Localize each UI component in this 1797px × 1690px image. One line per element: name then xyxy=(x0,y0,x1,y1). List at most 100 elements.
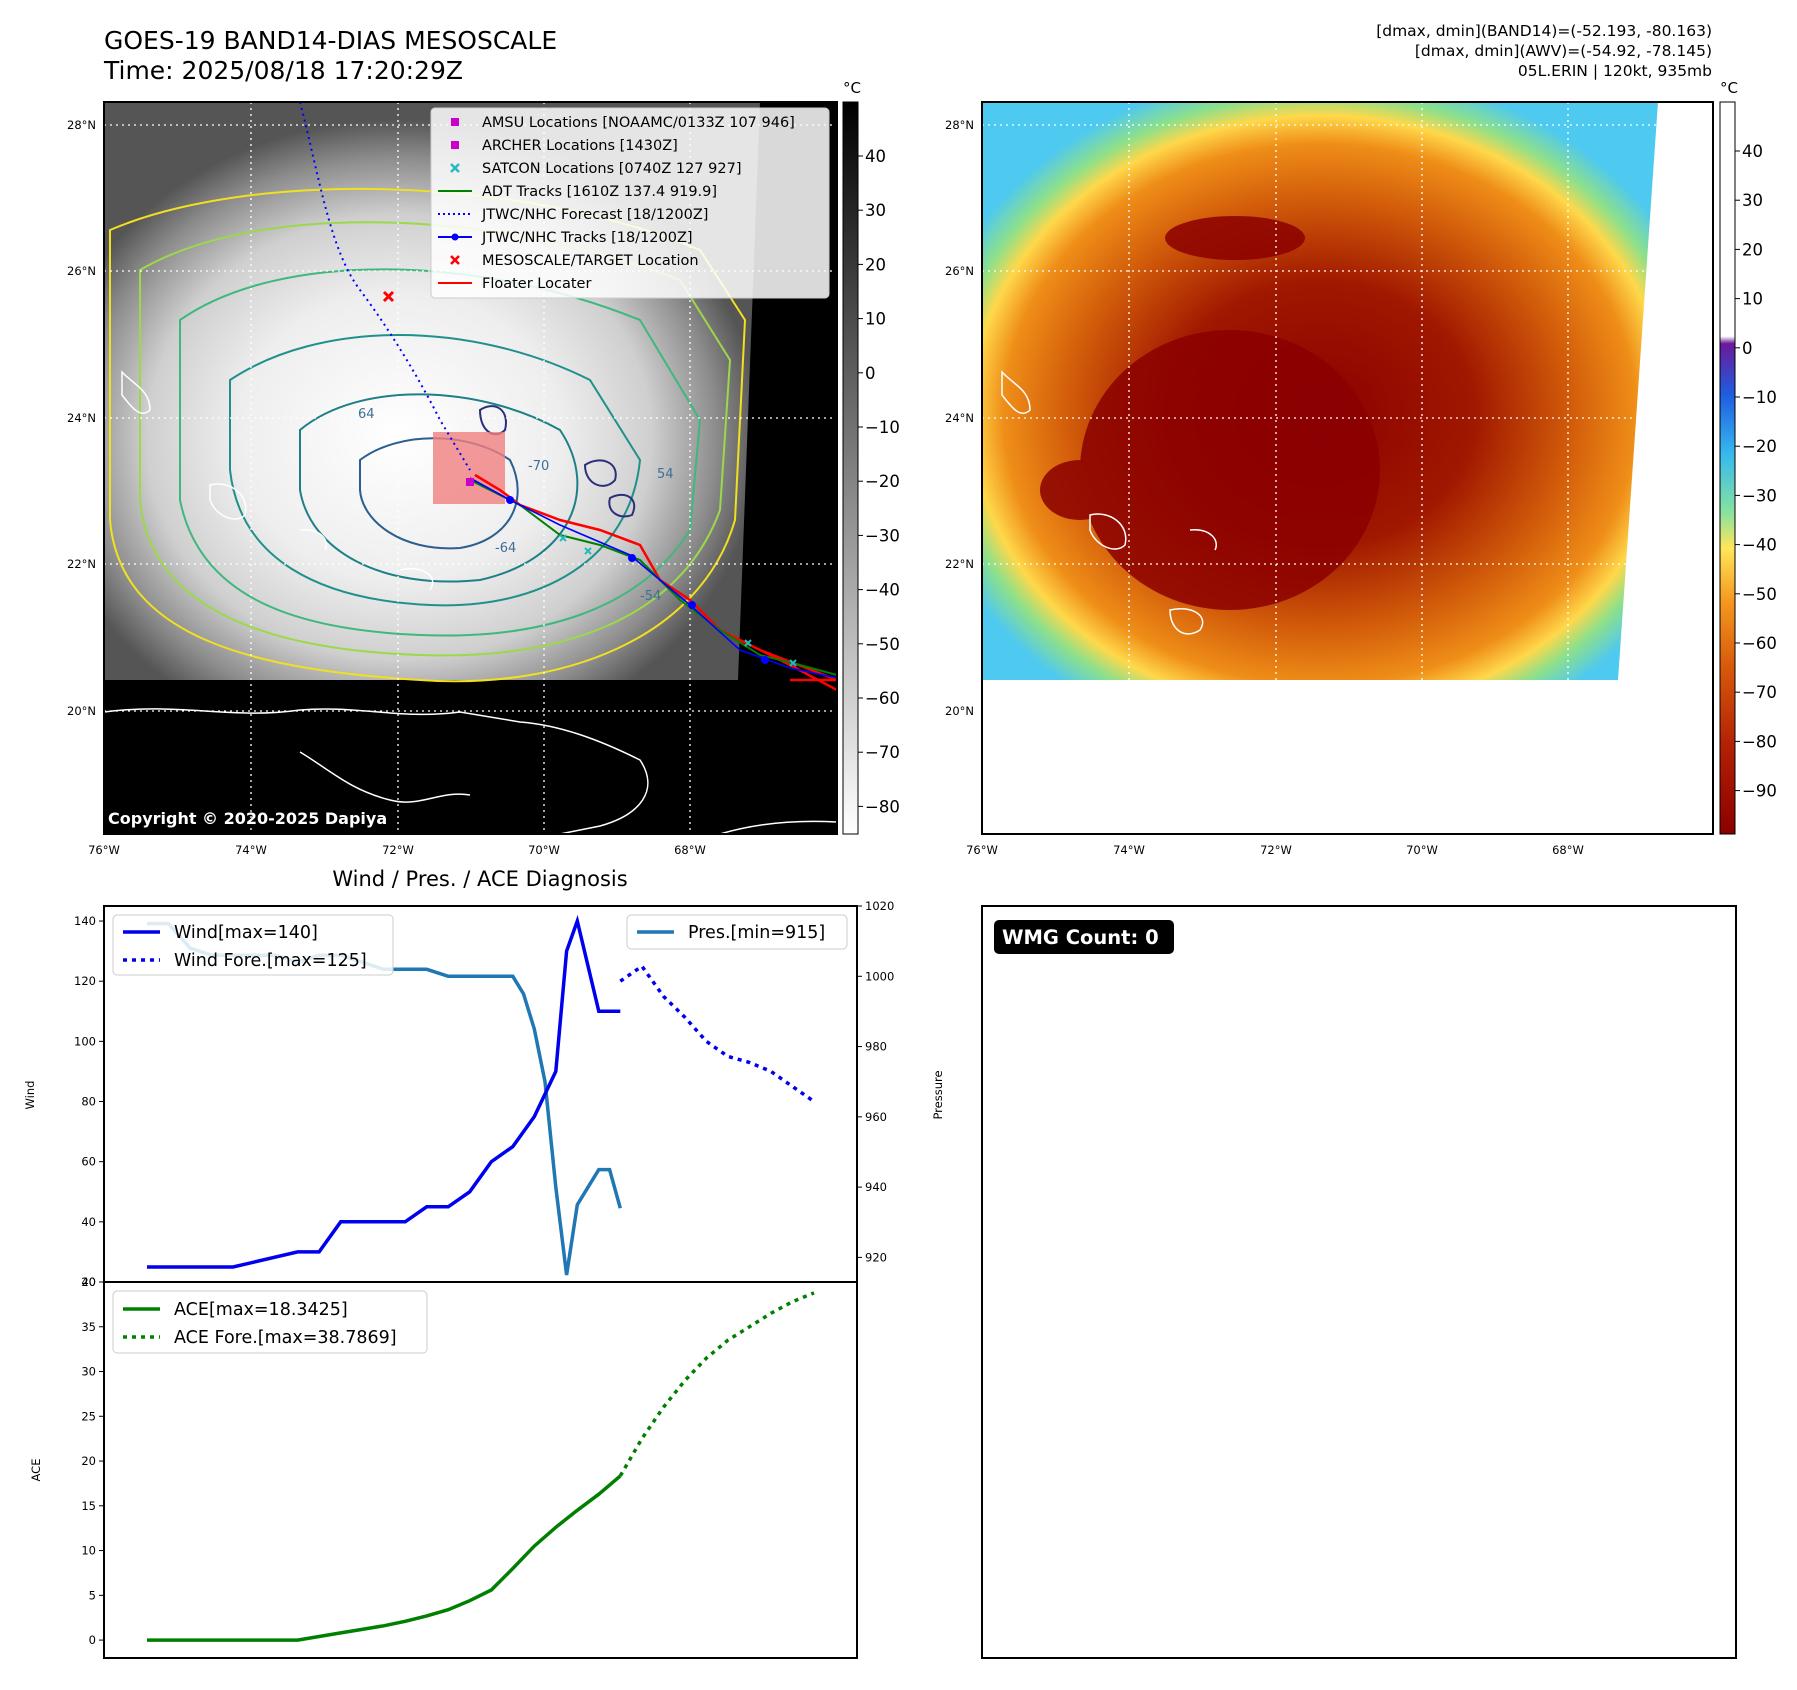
figure-title-line1: GOES-19 BAND14-DIAS MESOSCALE xyxy=(104,26,558,55)
lon-label: 76°W xyxy=(966,843,998,857)
lon-label: 76°W xyxy=(88,843,120,857)
pressure-tick-label: 1020 xyxy=(865,899,894,913)
wind-legend: Wind[max=140] Wind Fore.[max=125] xyxy=(112,914,394,976)
wind-tick-label: 60 xyxy=(81,1155,96,1169)
legend-label: AMSU Locations [NOAAMC/0133Z 107 946] xyxy=(482,115,795,131)
pressure-tick-label: 960 xyxy=(865,1110,887,1124)
wind-tick-label: 80 xyxy=(81,1095,96,1109)
legend-label: JTWC/NHC Tracks [18/1200Z] xyxy=(481,230,693,246)
ace-tick-label: 5 xyxy=(89,1588,96,1602)
pressure-tick-label: 1000 xyxy=(865,969,894,983)
colorbar2-tick-label: 10 xyxy=(1742,290,1763,309)
lat-label: 28°N xyxy=(945,118,974,132)
colorbar2-unit: °C xyxy=(1720,79,1738,97)
forecast-track xyxy=(299,102,471,471)
lon-label: 74°W xyxy=(1113,843,1145,857)
ace-tick-label: 20 xyxy=(81,1454,96,1468)
diagnosis-title: Wind / Pres. / ACE Diagnosis xyxy=(332,867,627,891)
colorbar1-tick-label: −40 xyxy=(865,581,900,600)
legend-wind: Wind[max=140] xyxy=(174,923,318,943)
legend-label: JTWC/NHC Forecast [18/1200Z] xyxy=(481,207,708,223)
lat-label: 20°N xyxy=(945,704,974,718)
legend-label: ARCHER Locations [1430Z] xyxy=(482,138,678,154)
colorbar1-tick-label: 40 xyxy=(865,147,886,166)
colorbar2-tick-label: 40 xyxy=(1742,142,1763,161)
wmg-mask-panel: WMG Count: 0 xyxy=(981,905,1737,1659)
satcon-markers xyxy=(559,534,797,667)
colorbar1: °C 40 30 20 10 0 −10 −20 −30 −40 −50 −60 −70 −80 xyxy=(842,79,900,835)
colorbar2-tick-label: −60 xyxy=(1742,634,1777,653)
pressure-tick-label: 980 xyxy=(865,1040,887,1054)
lon-label: 68°W xyxy=(1552,843,1584,857)
ace-series-line xyxy=(147,1474,622,1642)
colorbar1-tick-label: −30 xyxy=(865,526,900,545)
coastlines xyxy=(104,370,837,834)
wind-tick-label: 40 xyxy=(81,1215,96,1229)
contour-label: -70 xyxy=(528,459,549,474)
lat-label: 26°N xyxy=(945,264,974,278)
legend-ace-fore: ACE Fore.[max=38.7869] xyxy=(174,1328,397,1348)
lon-label: 70°W xyxy=(528,843,560,857)
jtwc-track-points xyxy=(506,496,769,664)
lat-label: 28°N xyxy=(67,118,96,132)
ace-tick-label: 10 xyxy=(81,1544,96,1558)
colorbar1-tick-label: −60 xyxy=(865,689,900,708)
map1-lon-labels: 76°W 74°W 72°W 70°W 68°W xyxy=(88,843,706,857)
pressure-tick-label: 920 xyxy=(865,1250,887,1264)
legend-marker xyxy=(438,233,472,241)
colorbar2-tick-label: −40 xyxy=(1742,536,1777,555)
colorbar1-tick-label: −80 xyxy=(865,797,900,816)
wind-tick-label: 20 xyxy=(81,1275,96,1289)
wind-tick-label: 140 xyxy=(74,914,96,928)
wv-map-panel xyxy=(982,102,1713,834)
colorbar1-tick-label: 30 xyxy=(865,201,886,220)
copyright-text: Copyright © 2020-2025 Dapiya xyxy=(108,809,387,828)
colorbar1-tick-label: 20 xyxy=(865,255,886,274)
legend-label: MESOSCALE/TARGET Location xyxy=(482,253,699,269)
lat-label: 26°N xyxy=(67,264,96,278)
wv-coastlines xyxy=(1001,370,1217,635)
lon-label: 74°W xyxy=(235,843,267,857)
map2-lon-labels: 76°W 74°W 72°W 70°W 68°W xyxy=(966,843,1584,857)
colorbar2: °C 40 30 20 10 0 −10 −20 −30 −40 −50 −60 −70 −80 −90 xyxy=(1719,79,1777,835)
ace-tick-label: 35 xyxy=(81,1320,96,1334)
colorbar1-unit: °C xyxy=(843,79,861,97)
lon-label: 72°W xyxy=(382,843,414,857)
wind-forecast-series-line xyxy=(619,963,816,1103)
ace-chart: 0 5 10 15 20 25 30 35 40 ACE ACE[max=18.3425] AC… xyxy=(29,1275,858,1659)
lat-label: 22°N xyxy=(945,557,974,571)
colorbar2-tick-label: −30 xyxy=(1742,486,1777,505)
colorbar1-tick-label: −20 xyxy=(865,472,900,491)
legend-marker xyxy=(450,163,460,173)
jtwc-track xyxy=(469,477,837,679)
contour-label: 54 xyxy=(657,467,674,482)
ace-tick-label: 0 xyxy=(89,1633,96,1647)
colorbar2-tick-label: −90 xyxy=(1742,782,1777,801)
colorbar2-tick-label: 30 xyxy=(1742,191,1763,210)
ace-axis-label: ACE xyxy=(29,1459,43,1482)
map1-lat-labels: 28°N 26°N 24°N 22°N 20°N xyxy=(67,118,96,718)
lon-label: 72°W xyxy=(1260,843,1292,857)
ace-tick-label: 30 xyxy=(81,1365,96,1379)
archer-marker xyxy=(466,478,474,486)
colorbar2-tick-label: −10 xyxy=(1742,388,1777,407)
lat-label: 22°N xyxy=(67,557,96,571)
pressure-legend: Pres.[min=915] xyxy=(626,914,848,950)
lon-label: 68°W xyxy=(674,843,706,857)
stats-line2: [dmax, dmin](AWV)=(-54.92, -78.145) xyxy=(1414,42,1712,60)
ace-legend: ACE[max=18.3425] ACE Fore.[max=38.7869] xyxy=(112,1290,428,1354)
wv-dark-cells xyxy=(1040,216,1380,610)
contour-label: -64 xyxy=(495,541,516,556)
colorbar1-tick-label: −50 xyxy=(865,635,900,654)
contour-label: -54 xyxy=(640,589,661,604)
colorbar2-tick-label: −50 xyxy=(1742,585,1777,604)
wmg-count-badge: WMG Count: 0 xyxy=(994,920,1174,954)
map-legend: AMSU Locations [NOAAMC/0133Z 107 946] ARC… xyxy=(430,107,830,299)
legend-marker xyxy=(450,255,460,265)
stats-line1: [dmax, dmin](BAND14)=(-52.193, -80.163) xyxy=(1376,22,1712,40)
brightness-contours xyxy=(109,187,747,683)
legend-marker xyxy=(451,118,459,126)
lat-label: 24°N xyxy=(945,411,974,425)
ace-tick-label: 15 xyxy=(81,1499,96,1513)
